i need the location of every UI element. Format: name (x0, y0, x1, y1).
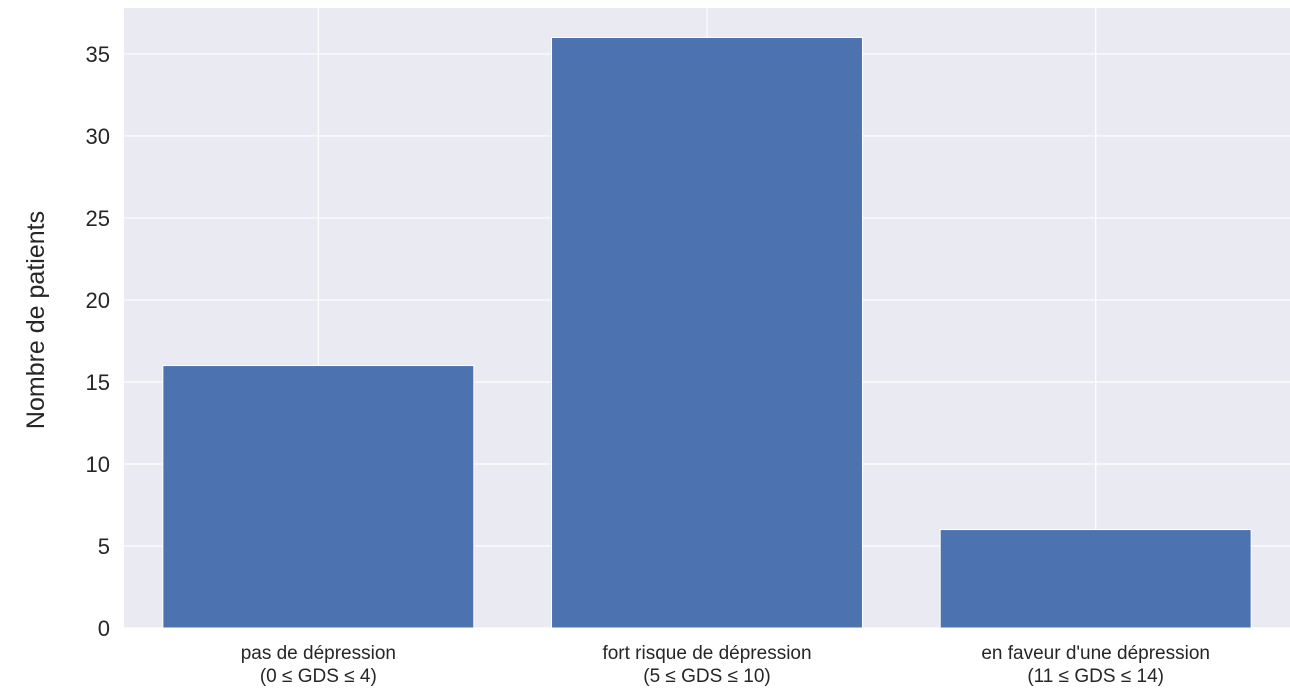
y-tick-label: 5 (98, 534, 110, 559)
x-category-label: en faveur d'une dépression (11 ≤ GDS ≤ 14… (981, 643, 1210, 687)
y-tick-label: 0 (98, 616, 110, 641)
bars (162, 37, 1252, 629)
bar (939, 529, 1252, 629)
x-category-label: fort risque de dépression (5 ≤ GDS ≤ 10) (602, 643, 811, 687)
y-tick-label: 35 (86, 42, 110, 67)
bar (162, 365, 475, 629)
y-tick-label: 20 (86, 288, 110, 313)
y-axis-label: Nombre de patients (22, 211, 50, 429)
y-tick-label: 25 (86, 206, 110, 231)
y-tick-labels: 0 5 10 15 20 25 30 35 (86, 42, 110, 641)
y-tick-label: 30 (86, 124, 110, 149)
x-category-labels: pas de dépression (0 ≤ GDS ≤ 4) fort risqu… (241, 643, 1210, 687)
bar (551, 37, 863, 629)
x-category-label: pas de dépression (0 ≤ GDS ≤ 4) (241, 643, 396, 687)
y-tick-label: 10 (86, 452, 110, 477)
y-tick-label: 15 (86, 370, 110, 395)
